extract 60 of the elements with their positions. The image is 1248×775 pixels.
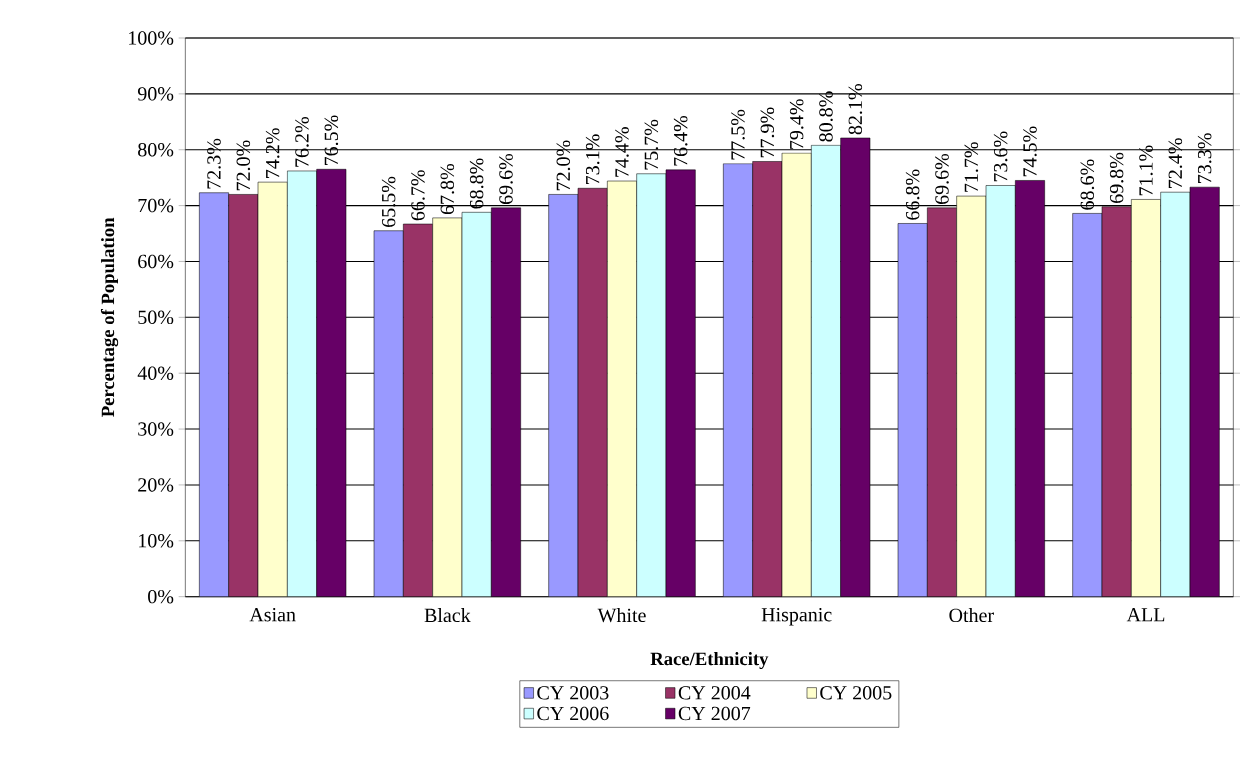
bar	[1015, 180, 1045, 597]
data-label: 74.5%	[1023, 126, 1037, 177]
y-tick-label: 50%	[138, 310, 174, 324]
x-tick-label: Black	[424, 607, 471, 622]
data-label: 75.7%	[644, 119, 659, 170]
data-label: 79.4%	[789, 99, 804, 149]
data-label: 71.7%	[964, 142, 979, 192]
legend-label: CY 2006	[537, 706, 609, 721]
data-label: 68.8%	[469, 158, 484, 209]
x-tick-label: Hispanic	[761, 607, 832, 626]
y-tick-label: 60%	[138, 254, 174, 269]
bar	[665, 169, 696, 597]
data-label: 76.2%	[295, 116, 309, 167]
y-tick-label: 80%	[138, 142, 174, 157]
data-label: 66.8%	[905, 169, 920, 220]
y-tick-label: 100%	[129, 31, 174, 45]
bar	[491, 207, 521, 597]
data-label: 77.5%	[731, 109, 745, 160]
data-label: 73.3%	[1197, 133, 1212, 183]
data-label: 66.7%	[411, 169, 425, 221]
bar	[316, 168, 347, 597]
data-label: 73.6%	[993, 131, 1008, 182]
data-label: 76.4%	[673, 115, 688, 166]
y-tick-label: 20%	[138, 477, 174, 492]
data-label: 72.0%	[556, 140, 571, 191]
data-label: 80.8%	[819, 91, 833, 142]
bar	[840, 137, 871, 597]
data-label: 72.3%	[207, 138, 221, 189]
data-label: 71.1%	[1139, 145, 1153, 196]
x-tick-label: Other	[949, 607, 994, 622]
data-label: 74.2%	[265, 128, 280, 178]
legend-label: CY 2003	[537, 685, 609, 700]
legend-label: CY 2004	[678, 685, 751, 700]
y-tick-label: 30%	[138, 422, 174, 436]
y-tick-label: 40%	[137, 366, 174, 380]
data-label: 69.8%	[1109, 152, 1124, 203]
x-tick-label: Asian	[249, 607, 296, 622]
x-axis-title: Race/Ethnicity	[650, 651, 769, 669]
y-tick-label: 0%	[148, 589, 174, 604]
data-label: 65.5%	[381, 176, 396, 227]
data-label: 72.4%	[1168, 138, 1183, 188]
data-label: 73.1%	[585, 134, 600, 184]
legend-label: CY 2005	[820, 685, 892, 700]
y-axis-title: Percentage of Population	[100, 217, 119, 417]
data-label: 67.8%	[440, 163, 455, 214]
data-label: 69.6%	[499, 153, 513, 204]
data-label: 76.5%	[324, 115, 339, 165]
data-label: 74.4%	[615, 126, 629, 177]
data-label: 69.6%	[935, 153, 949, 204]
data-label: 68.6%	[1080, 159, 1095, 210]
x-tick-label: ALL	[1126, 607, 1165, 622]
y-tick-label: 70%	[138, 198, 174, 213]
y-tick-label: 90%	[137, 86, 174, 101]
data-label: 82.1%	[848, 83, 863, 135]
legend-label: CY 2007	[678, 706, 751, 721]
data-label: 77.9%	[760, 107, 775, 158]
data-label: 72.0%	[236, 140, 251, 191]
x-tick-label: White	[597, 607, 646, 623]
y-tick-label: 10%	[139, 533, 174, 548]
bar	[1189, 186, 1220, 597]
